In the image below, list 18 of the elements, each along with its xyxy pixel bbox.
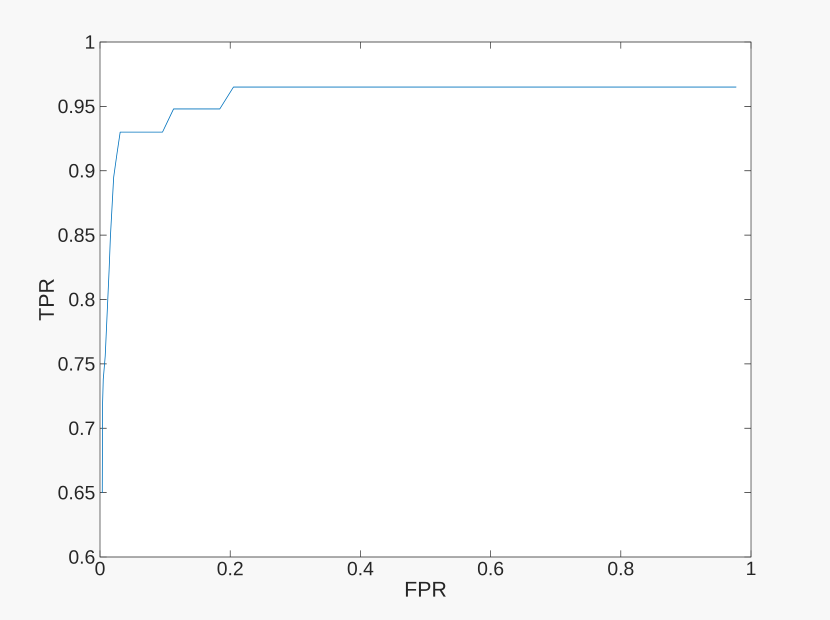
x-tick-label: 0.8 [608, 562, 634, 576]
y-tick-label: 0.95 [58, 100, 94, 114]
y-tick-label: 0.9 [69, 164, 94, 178]
x-tick-label: 0 [95, 562, 105, 576]
y-tick-label: 1 [86, 35, 94, 49]
y-axis-title: TPR [39, 279, 54, 320]
x-tick-label: 0.4 [348, 562, 374, 576]
y-tick-label: 0.8 [69, 292, 94, 306]
y-tick-label: 0.7 [69, 421, 94, 436]
y-tick-label: 0.65 [58, 486, 94, 500]
x-axis-title: FPR [406, 582, 446, 597]
x-tick-label: 1 [747, 562, 756, 576]
y-tick-label: 0.6 [69, 550, 94, 564]
line-series [102, 86, 736, 494]
x-tick-label: 0.6 [478, 562, 504, 576]
y-tick-label: 0.85 [58, 228, 94, 242]
y-tick-label: 0.75 [58, 357, 94, 371]
x-tick-label: 0.2 [218, 562, 243, 576]
